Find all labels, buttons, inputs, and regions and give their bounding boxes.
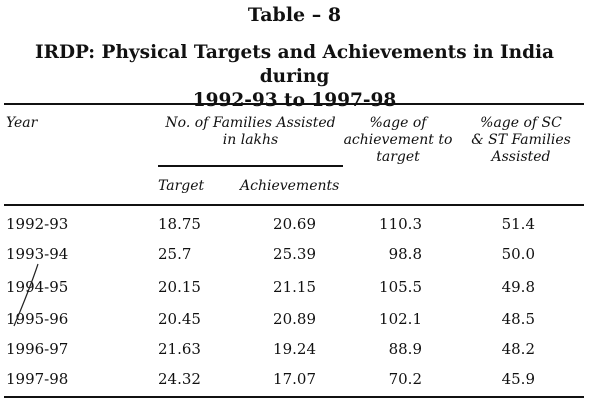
title-line-1: IRDP: Physical Targets and Achievements … xyxy=(34,42,555,87)
cell-target: 21.63 xyxy=(158,340,201,358)
cell-pct: 110.3 xyxy=(379,215,422,233)
table-number: Table – 8 xyxy=(247,4,342,26)
cell-achievements: 21.15 xyxy=(273,278,316,296)
cell-pct: 98.8 xyxy=(388,245,422,263)
cell-achievements: 25.39 xyxy=(273,245,316,263)
title-line-2: 1992-93 to 1997-98 xyxy=(192,90,397,111)
header-families-line-1: No. of Families Assisted xyxy=(165,115,336,131)
cell-sc-st: 48.2 xyxy=(501,340,535,358)
cell-achievements: 20.69 xyxy=(273,215,316,233)
cell-sc-st: 49.8 xyxy=(501,278,535,296)
cell-pct: 105.5 xyxy=(379,278,422,296)
header-achievements: Achievements xyxy=(240,178,340,194)
cell-target: 18.75 xyxy=(158,215,201,233)
cell-year: 1992-93 xyxy=(6,215,69,233)
top-rule xyxy=(4,103,584,105)
cell-sc-st: 45.9 xyxy=(501,370,535,388)
cell-year: 1995-96 xyxy=(6,310,69,328)
header-achievement-pct: %age of achievement to target xyxy=(342,115,454,166)
subheader-rule xyxy=(158,165,343,167)
cell-achievements: 19.24 xyxy=(273,340,316,358)
table-title: IRDP: Physical Targets and Achievements … xyxy=(0,41,589,113)
cell-year: 1993-94 xyxy=(6,245,69,263)
cell-sc-st: 50.0 xyxy=(501,245,535,263)
header-families-line-2: in lakhs xyxy=(222,132,279,148)
header-target: Target xyxy=(158,178,205,194)
header-sc-line-3: Assisted xyxy=(491,149,551,165)
header-sc-st-pct: %age of SC & ST Families Assisted xyxy=(456,115,586,166)
cell-pct: 70.2 xyxy=(388,370,422,388)
cell-target: 20.15 xyxy=(158,278,201,296)
cell-achievements: 20.89 xyxy=(273,310,316,328)
cell-target: 20.45 xyxy=(158,310,201,328)
cell-target: 25.7 xyxy=(158,245,192,263)
cell-year: 1994-95 xyxy=(6,278,69,296)
header-sc-line-1: %age of SC xyxy=(480,115,562,131)
header-pct-line-3: target xyxy=(376,149,420,165)
cell-year: 1996-97 xyxy=(6,340,69,358)
cell-year: 1997-98 xyxy=(6,370,69,388)
cell-pct: 102.1 xyxy=(379,310,422,328)
cell-sc-st: 51.4 xyxy=(501,215,535,233)
header-bottom-rule xyxy=(4,204,584,206)
cell-sc-st: 48.5 xyxy=(501,310,535,328)
header-year: Year xyxy=(6,115,38,131)
bottom-rule xyxy=(4,396,584,398)
cell-pct: 88.9 xyxy=(388,340,422,358)
header-families-assisted: No. of Families Assisted in lakhs xyxy=(158,115,343,149)
header-sc-line-2: & ST Families xyxy=(471,132,571,148)
header-pct-line-1: %age of xyxy=(369,115,427,131)
cell-achievements: 17.07 xyxy=(273,370,316,388)
cell-target: 24.32 xyxy=(158,370,201,388)
header-pct-line-2: achievement to xyxy=(343,132,453,148)
